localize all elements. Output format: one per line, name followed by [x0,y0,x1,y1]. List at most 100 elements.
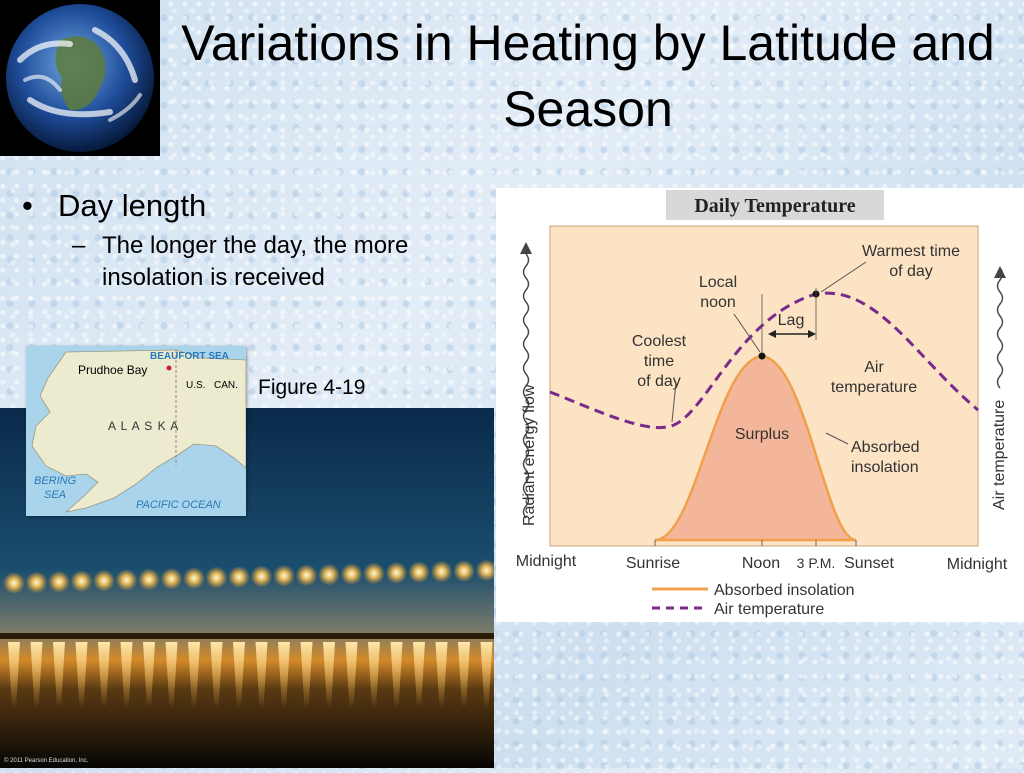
light-reflection [255,642,268,708]
y-label-left: Radiant energy flow [521,384,538,526]
light-reflection [458,642,470,708]
pacific-label: PACIFIC OCEAN [136,499,221,511]
coolest-label-2: time [644,353,674,370]
surplus-label: Surplus [735,426,789,443]
light-reflection [435,642,448,708]
x-label-sunrise: Sunrise [626,555,680,572]
x-label-midnight-end: Midnight [947,556,1008,573]
bullet-list: • Day length – The longer the day, the m… [22,188,492,294]
us-label: U.S. [186,380,205,391]
lag-label: Lag [778,312,805,329]
legend-label-air: Air temperature [714,601,824,618]
air-label-1: Air [864,359,884,376]
absorbed-leader [825,432,849,445]
warmest-label-2: of day [889,263,933,280]
light-reflection [390,642,403,708]
x-label-3pm: 3 P.M. [797,555,836,571]
copyright-text: © 2011 Pearson Education, Inc. [4,758,89,764]
absorbed-label-2: insolation [851,459,919,476]
x-label-midnight-start: Midnight [516,553,577,570]
light-reflection [165,642,178,708]
bullet-text: Day length [58,188,207,223]
warmest-leader [820,261,867,293]
light-glow [453,560,475,582]
light-glow [250,565,273,588]
light-reflection [75,642,88,708]
light-reflection [53,642,65,708]
light-glow [228,566,250,588]
alaska-label: A L A S K A [108,419,179,433]
daily-temperature-chart: Daily Temperature Radiant energy flow Ai… [496,188,1024,622]
light-reflection [120,642,133,708]
light-reflection [98,642,110,708]
absorbed-label-1: Absorbed [851,439,920,456]
beaufort-label: BEAUFORT SEA [150,351,229,362]
light-glow [385,561,408,584]
light-reflection [323,642,335,708]
y-label-right: Air temperature [991,400,1008,510]
x-label-sunset: Sunset [844,555,894,572]
light-reflection [345,642,358,708]
light-glow [183,567,205,590]
coolest-label-3: of day [637,373,681,390]
light-reflection [188,642,200,708]
light-reflection [30,642,43,708]
can-label: CAN. [214,380,238,391]
prudhoe-dot [166,365,172,371]
noon-point [758,352,766,360]
light-glow [363,562,385,585]
light-glow [3,572,25,594]
earth-image [0,0,160,156]
light-reflection [300,642,313,708]
light-reflection [368,642,380,708]
x-label-noon: Noon [742,555,780,572]
light-glow [475,559,498,582]
bering-label-1: BERING [34,475,77,487]
light-glow [70,570,93,593]
light-reflection [8,642,20,708]
light-glow [138,568,160,591]
prudhoe-label: Prudhoe Bay [78,363,147,377]
left-axis-wave [522,253,530,519]
sub-bullet-dash: – [72,232,86,259]
light-reflection [233,642,245,708]
right-axis-arrow-icon [994,266,1006,278]
sub-bullet-item: – The longer the day, the more insolatio… [72,230,492,294]
light-reflection [278,642,290,708]
light-glow [408,561,430,584]
light-glow [273,564,295,587]
legend-label-insolation: Absorbed insolation [714,582,855,599]
bullet-dot: • [22,188,33,223]
alaska-map: BEAUFORT SEA Prudhoe Bay U.S. CAN. A L A… [26,346,247,516]
light-reflection [143,642,155,708]
air-temperature-curve [549,291,979,430]
air-label-2: temperature [831,379,917,396]
slide-title: Variations in Heating by Latitude and Se… [181,15,995,137]
local-noon-label-1: Local [699,274,737,291]
light-glow [295,564,318,587]
light-glow [115,569,138,591]
light-glow [430,560,453,583]
coolest-label-1: Coolest [632,333,687,350]
right-axis-wave [996,267,1004,389]
light-reflection [413,642,425,708]
warmest-label-1: Warmest time [862,243,960,260]
local-noon-label-2: noon [700,294,736,311]
light-glow [205,566,228,589]
sub-bullet-text: The longer the day, the more insolation … [102,232,409,291]
left-axis-arrow-icon [520,242,532,254]
light-glow [25,571,48,594]
light-glow [340,563,363,585]
figure-label: Figure 4-19 [258,376,366,399]
light-glow [318,563,340,586]
light-reflection [210,642,223,708]
chart-title-bg [666,190,884,220]
light-glow [160,567,183,590]
light-glow [48,570,70,593]
light-glow [93,569,115,592]
light-reflection [480,642,493,708]
local-noon-leader [733,313,761,353]
chart-title: Daily Temperature [694,195,855,217]
coolest-leader [671,381,677,423]
bering-label-2: SEA [44,489,66,501]
